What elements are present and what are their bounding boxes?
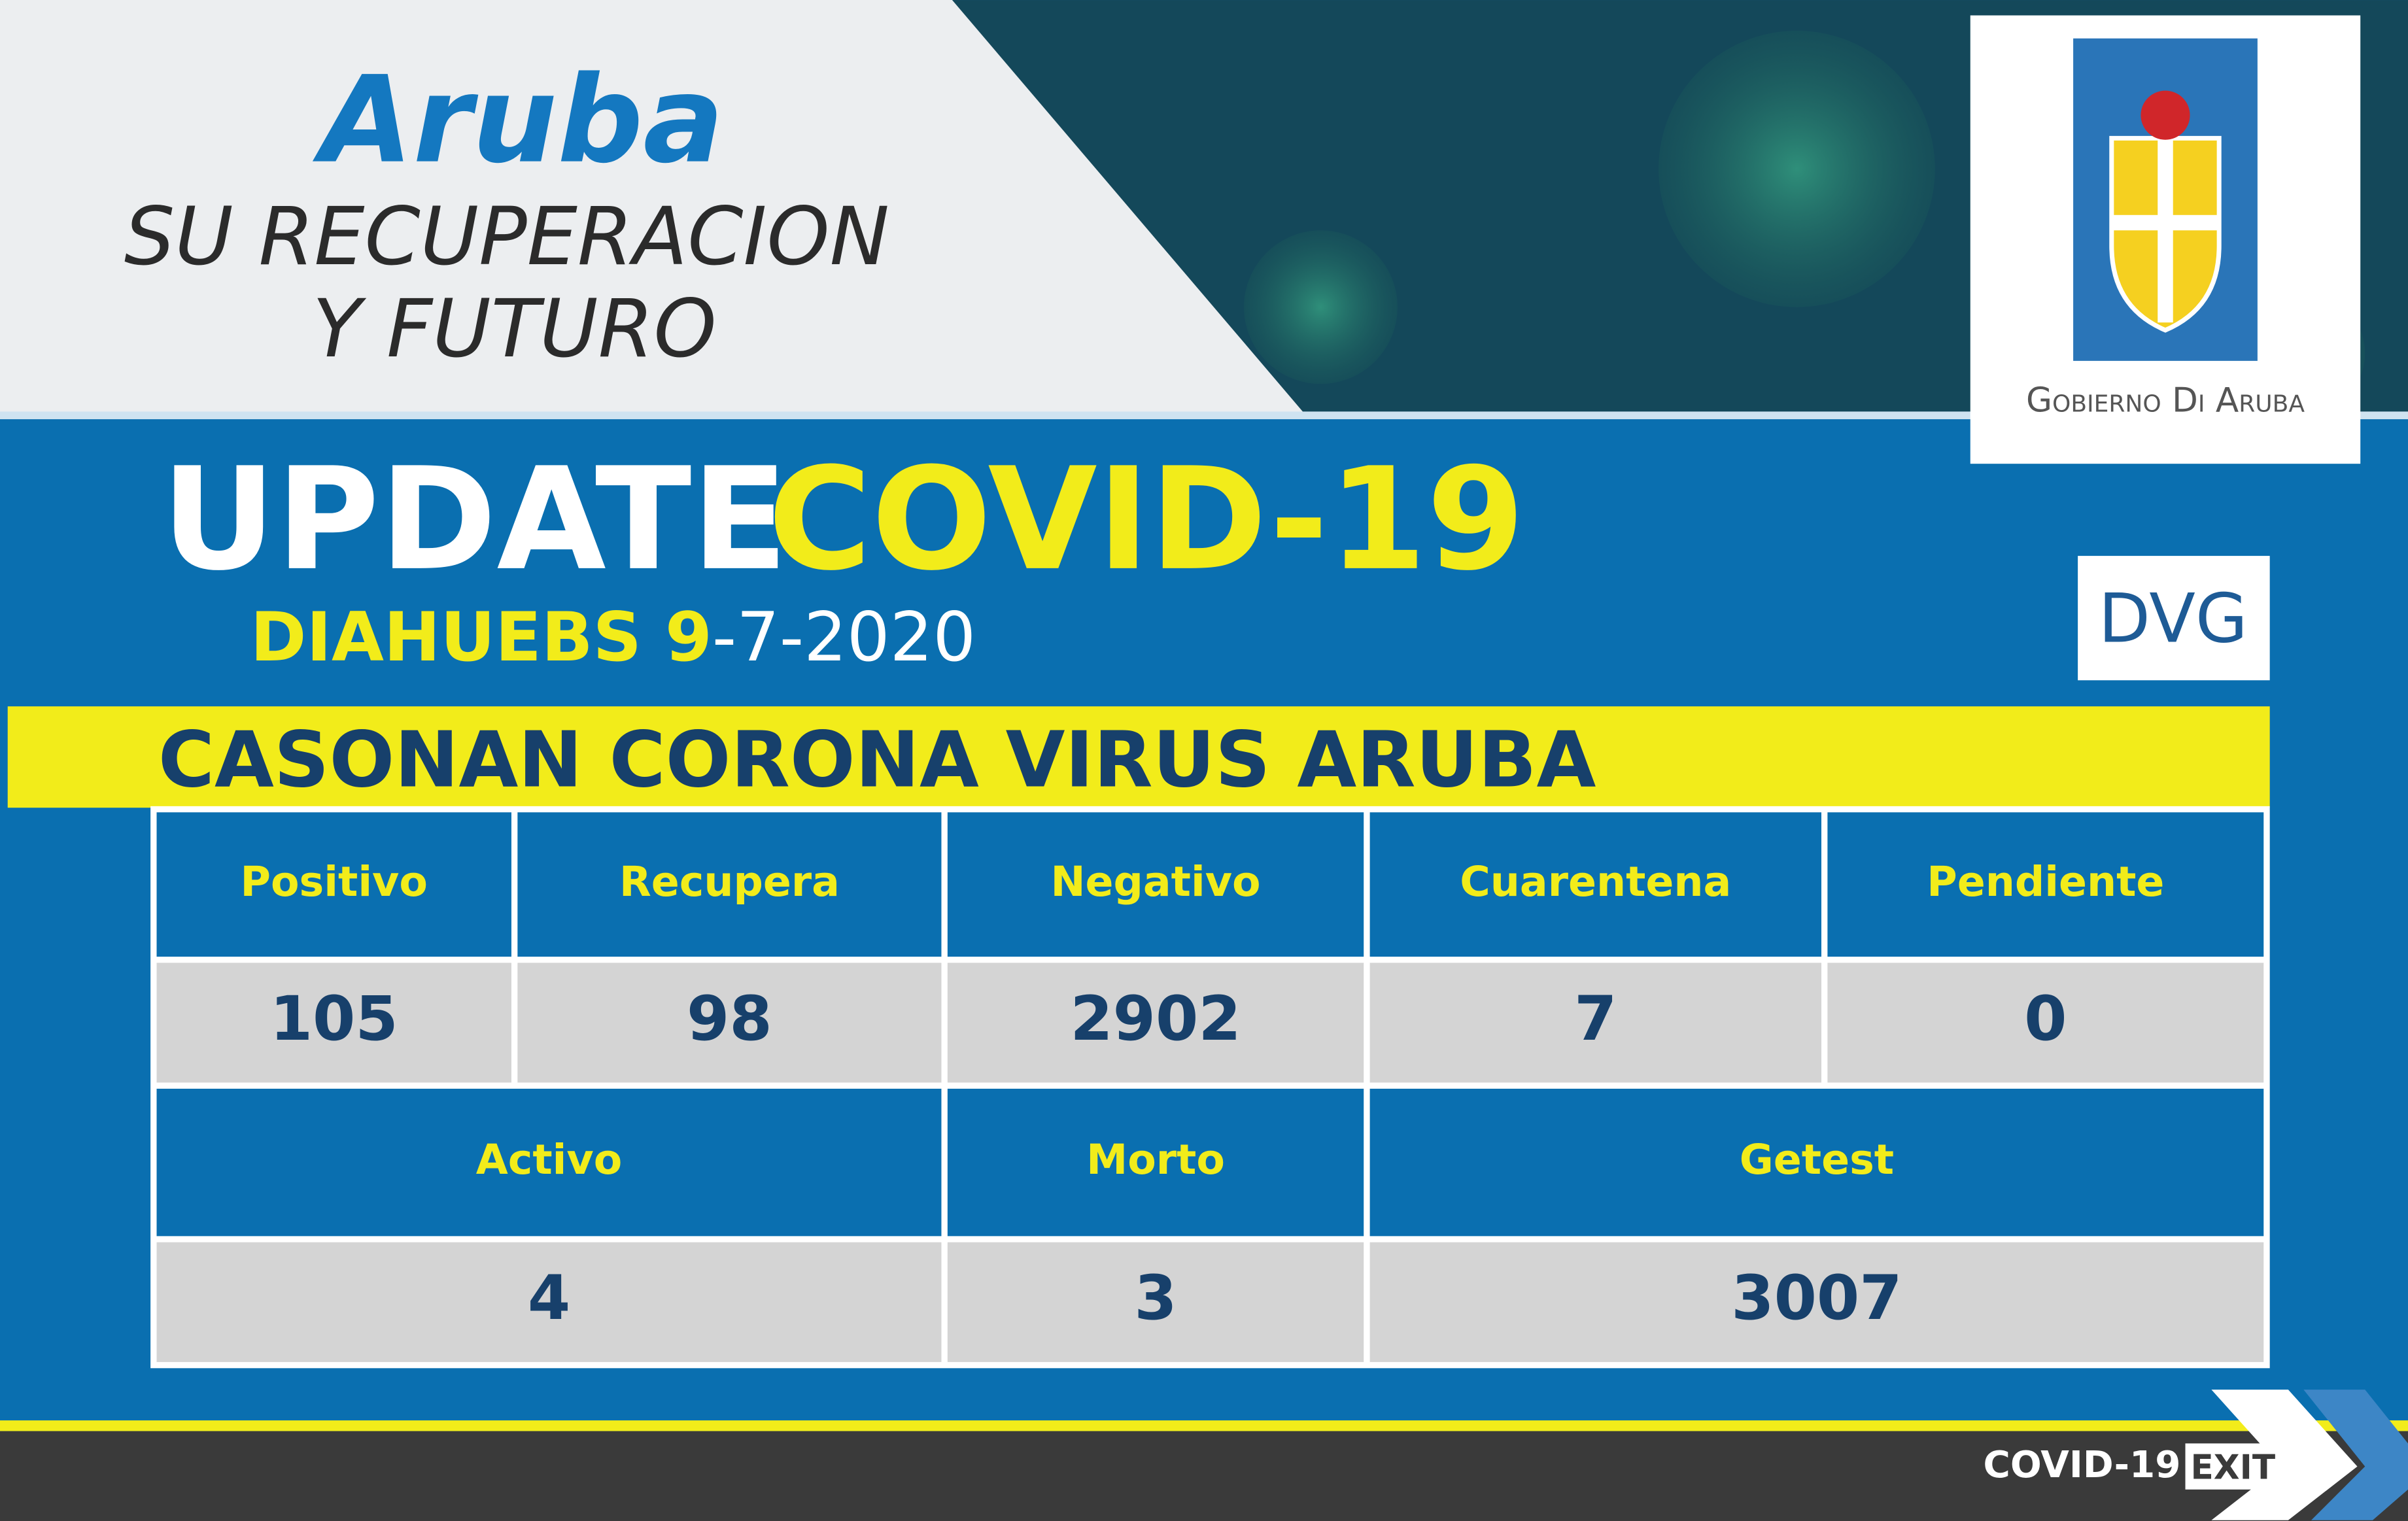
banner-bg [7, 706, 2270, 808]
header-cell [947, 812, 1364, 957]
value-cell [947, 963, 1364, 1083]
logo-text: Gobierno Di Aruba [2026, 381, 2305, 420]
value-cell [1827, 963, 2264, 1083]
header-cell [156, 812, 511, 957]
value-cell [156, 963, 511, 1083]
value-cell [947, 1242, 1364, 1362]
value-text: 3 [1134, 1263, 1177, 1334]
chevron [2303, 1390, 2408, 1520]
header-text: Getest [1740, 1135, 1894, 1184]
virus [1244, 230, 1398, 385]
badge-box [2078, 556, 2270, 681]
header-cell [1369, 812, 1821, 957]
footer-label: COVID-19 [1984, 1444, 2181, 1486]
header-cell [1827, 812, 2264, 957]
header-text: Recupera [619, 857, 840, 906]
value-text: 98 [687, 983, 772, 1055]
value-cell [517, 963, 942, 1083]
header-text: Morto [1086, 1135, 1225, 1184]
coat-cross [2111, 214, 2220, 231]
value-text: 3007 [1731, 1263, 1902, 1334]
badge: DVG [2098, 580, 2247, 658]
chevron [2211, 1390, 2358, 1520]
banner: CASONAN CORONA VIRUS ARUBA [158, 715, 1596, 804]
virus [1659, 31, 1935, 307]
value-text: 0 [2024, 983, 2067, 1055]
value-cell [1369, 963, 1821, 1083]
table: Positivo Recupera Negativo Cuarentena Pendie… [150, 806, 2270, 1369]
header-text: Cuarentena [1460, 857, 1731, 906]
footer-tag-bg [2185, 1443, 2281, 1490]
header-panel [0, 0, 1305, 415]
footer-tag: EXIT [2191, 1448, 2276, 1487]
value-cell [156, 1242, 942, 1362]
coat-lion [2141, 90, 2190, 140]
footer-line [0, 1420, 2408, 1431]
date: DIAHUEBS 9-7-2020 [250, 598, 976, 677]
tagline: Y FUTURO [313, 282, 717, 375]
value-cell [1369, 1242, 2264, 1362]
value-text: 7 [1574, 983, 1617, 1055]
footer-bg [0, 1431, 2408, 1521]
header-cell [1369, 1088, 2264, 1237]
value-text: 105 [270, 983, 398, 1055]
header-text: Pendiente [1927, 857, 2164, 906]
header-text: Activo [476, 1135, 623, 1184]
header-cell [517, 812, 942, 957]
tagline: SU RECUPERACION [124, 190, 889, 283]
date-rest: -7-2020 [712, 598, 976, 677]
header-cell [156, 1088, 942, 1237]
header-cell [947, 1088, 1364, 1237]
value-text: 2902 [1070, 983, 1241, 1055]
title-covid: COVID-19 [768, 437, 1525, 602]
value-text: 4 [528, 1263, 570, 1334]
brand: Aruba [313, 51, 724, 190]
divider [0, 411, 2408, 420]
title-update: UPDATE [162, 437, 788, 602]
header-text: Negativo [1050, 857, 1260, 906]
header-text: Positivo [241, 857, 428, 906]
date-day: DIAHUEBS 9 [250, 598, 712, 677]
